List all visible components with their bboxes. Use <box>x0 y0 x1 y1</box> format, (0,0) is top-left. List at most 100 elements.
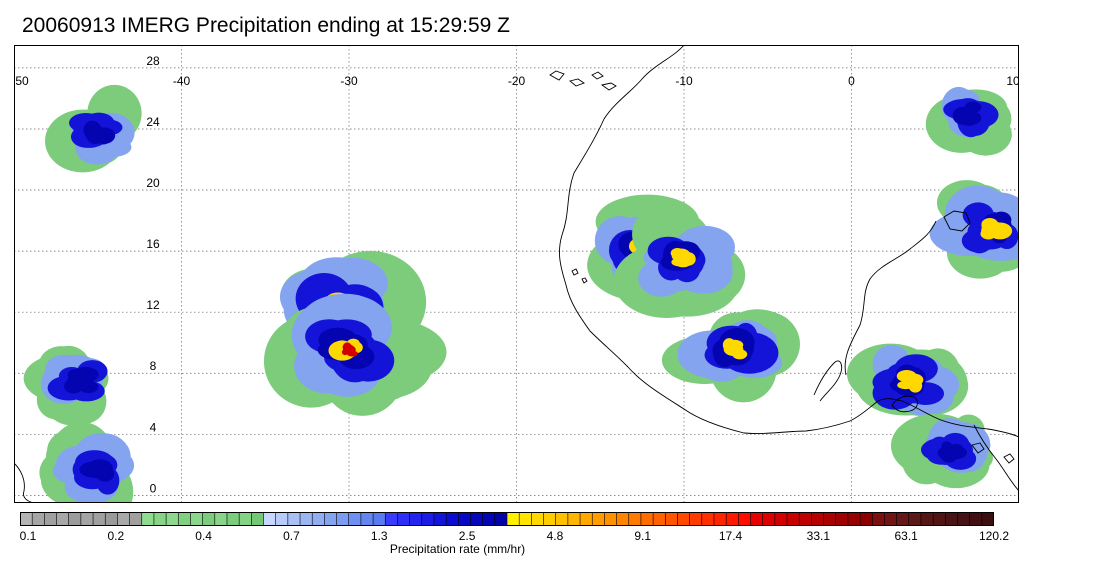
storm-cluster-ivory-coast <box>661 309 800 403</box>
storm-cluster-atlantic-south <box>263 293 447 416</box>
colorbar-swatch <box>567 512 581 526</box>
colorbar-swatch <box>105 512 118 526</box>
colorbar-swatch <box>68 512 82 526</box>
colorbar-swatch <box>811 512 824 526</box>
colorbar-swatch <box>300 512 313 526</box>
colorbar-swatch <box>689 512 703 526</box>
storm-cluster-mali <box>613 208 746 318</box>
colorbar-swatch <box>835 512 849 526</box>
precipitation-map: -50 -40 -30 -20 -10 0 10 28 24 20 16 12 8 4 0 <box>14 45 1019 503</box>
colorbar-tick-label: 1.3 <box>370 529 388 543</box>
storm-cell-north <box>45 84 142 173</box>
map-border <box>14 45 1019 503</box>
colorbar-swatch <box>433 512 447 526</box>
colorbar-swatch <box>117 512 130 526</box>
lon-tick-label: -50 <box>14 74 29 88</box>
lat-tick-label: 28 <box>146 54 160 68</box>
colorbar-swatch <box>665 512 678 526</box>
colorbar-swatch <box>202 512 216 526</box>
precip-blob <box>671 252 684 261</box>
precip-blob <box>952 106 972 125</box>
colorbar-swatch <box>251 512 264 526</box>
storm-cell-far-west <box>39 421 135 503</box>
colorbar-swatch <box>799 512 812 526</box>
colorbar-swatch <box>373 512 386 526</box>
colorbar-tick-label: 17.4 <box>718 529 743 543</box>
colorbar-swatch <box>555 512 569 526</box>
colorbar-swatch <box>677 512 690 526</box>
lon-tick-label: 10 <box>1006 74 1019 88</box>
colorbar-swatch <box>263 512 276 526</box>
colorbar-tick-label: 0.2 <box>107 529 125 543</box>
precip-blob <box>98 136 109 145</box>
colorbar-swatch <box>178 512 191 526</box>
colorbar-swatch <box>141 512 155 526</box>
lat-tick-label: 12 <box>146 298 160 312</box>
colorbar-swatch <box>482 512 496 526</box>
cameroon-coast <box>973 424 1019 492</box>
colorbar-swatch <box>616 512 630 526</box>
colorbar-swatch <box>409 512 423 526</box>
colorbar-swatch <box>166 512 179 526</box>
precip-blob <box>982 221 995 233</box>
colorbar-swatch <box>190 512 203 526</box>
colorbar-swatch <box>129 512 143 526</box>
colorbar-swatch <box>44 512 57 526</box>
precip-blob <box>724 339 744 351</box>
precip-blob <box>341 348 349 356</box>
colorbar-swatch <box>580 512 593 526</box>
colorbar-swatch <box>872 512 885 526</box>
coastline-layer <box>14 45 1019 503</box>
colorbar-swatch <box>823 512 837 526</box>
colorbar-swatch <box>312 512 325 526</box>
colorbar-swatch <box>324 512 337 526</box>
colorbar-swatch <box>981 512 995 526</box>
lat-tick-label: 24 <box>146 115 160 129</box>
colorbar-swatch <box>336 512 350 526</box>
lon-tick-label: -40 <box>173 74 191 88</box>
colorbar-swatch <box>32 512 45 526</box>
lat-tick-label: 8 <box>150 359 157 373</box>
colorbar-swatch <box>701 512 715 526</box>
colorbar-swatch <box>945 512 958 526</box>
colorbar-svg <box>19 512 995 526</box>
colorbar-swatch <box>726 512 739 526</box>
colorbar-swatch <box>653 512 666 526</box>
colorbar-swatch <box>80 512 94 526</box>
precip-blob <box>67 368 88 381</box>
precip-blob <box>86 459 113 479</box>
storm-cluster-west <box>23 345 109 426</box>
colorbar-swatch <box>592 512 605 526</box>
precip-blob <box>78 380 99 394</box>
africa-coastline <box>559 45 1019 438</box>
precipitation-layer <box>23 84 1019 503</box>
colorbar-swatch <box>446 512 459 526</box>
colorbar-ticks: 0.1 0.2 0.4 0.7 1.3 2.5 4.8 9.1 17.4 33.1 63.1 120.… <box>0 529 1101 545</box>
colorbar-swatch <box>507 512 520 526</box>
niger-river <box>844 220 937 376</box>
colorbar-swatch <box>397 512 410 526</box>
colorbar-swatch <box>458 512 471 526</box>
colorbar-swatch <box>908 512 922 526</box>
lat-tick-label: 0 <box>150 481 157 495</box>
colorbar-swatch <box>738 512 751 526</box>
colorbar-tick-label: 2.5 <box>458 529 476 543</box>
precip-blob <box>83 120 102 140</box>
colorbar-swatch <box>214 512 228 526</box>
colorbar-label-text: Precipitation rate (mm/hr) <box>389 542 526 556</box>
colorbar-swatch <box>933 512 946 526</box>
colorbar-swatch <box>774 512 788 526</box>
colorbar <box>19 512 995 526</box>
sahara-coast-fragment <box>549 70 617 91</box>
colorbar-swatch <box>628 512 642 526</box>
colorbar-swatch <box>226 512 240 526</box>
colorbar-swatch <box>385 512 398 526</box>
colorbar-tick-label: 9.1 <box>634 529 652 543</box>
precip-blob <box>949 443 963 452</box>
storm-cluster-gulf <box>890 413 993 489</box>
precip-blob <box>64 378 84 394</box>
colorbar-swatch <box>494 512 508 526</box>
niger-delta <box>891 395 918 413</box>
colorbar-swatch <box>531 512 544 526</box>
colorbar-tick-label: 0.1 <box>19 529 37 543</box>
